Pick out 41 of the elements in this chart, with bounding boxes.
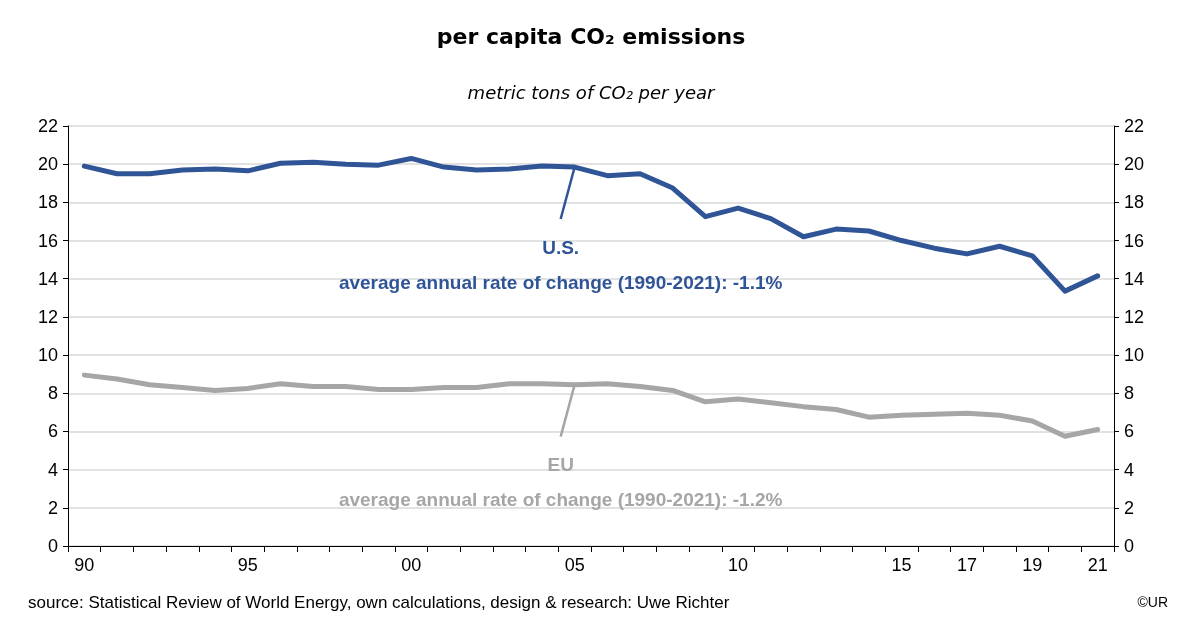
y2-tick-label: 4 xyxy=(1124,459,1135,480)
x-tick-label: 10 xyxy=(728,555,749,575)
x-tick-label: 21 xyxy=(1087,555,1108,575)
text: U.S. xyxy=(542,236,580,258)
y2-tick-label: 0 xyxy=(1124,536,1135,556)
source-note: source: Statistical Review of World Energy, own calculations, design & research: Uwe Richter xyxy=(28,592,730,612)
text: ©UR xyxy=(1137,594,1168,610)
y-tick-label: 10 xyxy=(37,345,58,366)
annotation: average annual rate of change (1990-2021): -1.1% xyxy=(338,271,783,293)
y-tick-label: 16 xyxy=(37,230,58,251)
y2-tick-label: 18 xyxy=(1124,192,1145,213)
chart-subtitle: metric tons of CO₂ per year xyxy=(467,81,716,103)
x-tick-label: 00 xyxy=(401,555,422,575)
y-tick-label: 6 xyxy=(47,421,58,442)
y2-tick-label: 14 xyxy=(1124,268,1145,289)
y-tick-label: 12 xyxy=(37,306,58,327)
text: EU xyxy=(547,454,574,476)
x-tick-label: 15 xyxy=(891,555,912,575)
y-tick-label: 22 xyxy=(37,116,58,136)
y2-tick-label: 12 xyxy=(1124,306,1145,327)
y2-tick-label: 2 xyxy=(1124,497,1135,518)
y2-tick-label: 16 xyxy=(1124,230,1145,251)
x-tick-label: 17 xyxy=(956,555,977,575)
x-tick-label: 19 xyxy=(1022,555,1043,575)
y-tick-label: 2 xyxy=(47,497,58,518)
y-tick-label: 0 xyxy=(47,536,58,556)
chart-title: per capita CO₂ emissions xyxy=(436,23,746,49)
y-tick-label: 8 xyxy=(47,383,58,404)
y2-tick-label: 22 xyxy=(1124,116,1145,136)
x-tick-label: 05 xyxy=(564,555,585,575)
y2-tick-label: 20 xyxy=(1124,154,1145,175)
annotation: average annual rate of change (1990-2021): -1.2% xyxy=(338,489,783,511)
y-tick-label: 14 xyxy=(37,268,58,289)
x-tick-label: 90 xyxy=(74,555,95,575)
y-tick-label: 20 xyxy=(37,154,58,175)
x-tick-label: 95 xyxy=(237,555,258,575)
y2-tick-label: 6 xyxy=(1124,421,1135,442)
y-tick-label: 18 xyxy=(37,192,58,213)
y2-tick-label: 8 xyxy=(1124,383,1135,404)
y2-tick-label: 10 xyxy=(1124,345,1145,366)
y-tick-label: 4 xyxy=(47,459,58,480)
